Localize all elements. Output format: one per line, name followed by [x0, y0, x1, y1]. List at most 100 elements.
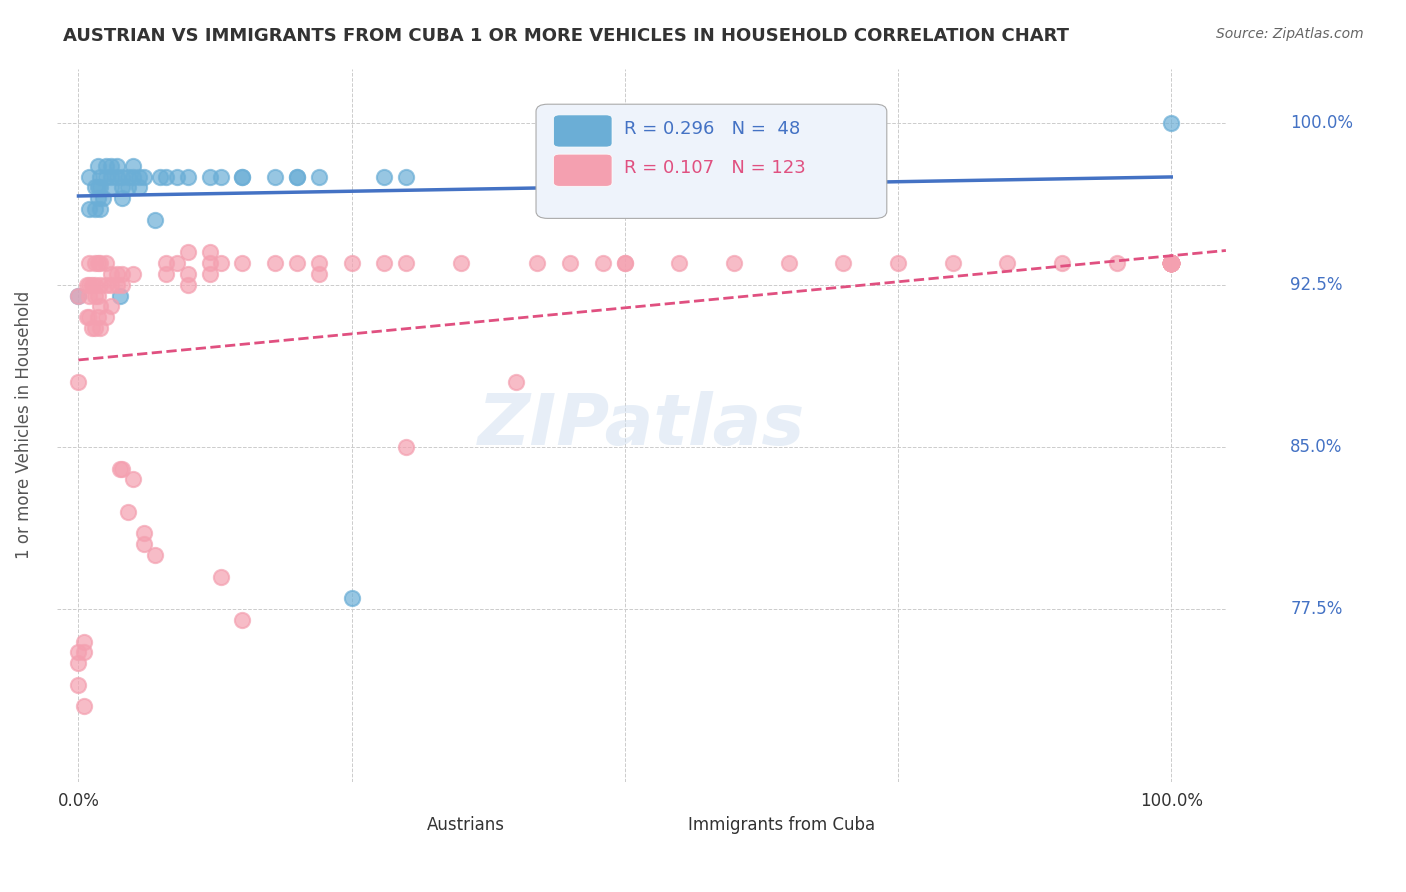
- Point: [613, 169, 636, 184]
- Text: AUSTRIAN VS IMMIGRANTS FROM CUBA 1 OR MORE VEHICLES IN HOUSEHOLD CORRELATION CHA: AUSTRIAN VS IMMIGRANTS FROM CUBA 1 OR MO…: [63, 27, 1070, 45]
- Point: [80, 321, 103, 335]
- Point: [100, 277, 122, 292]
- Point: [395, 256, 418, 270]
- Point: [105, 277, 128, 292]
- Point: [1160, 256, 1182, 270]
- Point: [177, 277, 200, 292]
- Point: [209, 169, 232, 184]
- Point: [340, 256, 363, 270]
- Text: Austrians: Austrians: [427, 816, 505, 834]
- Point: [1160, 256, 1182, 270]
- Point: [67, 288, 90, 302]
- Point: [1160, 256, 1182, 270]
- Point: [1160, 256, 1182, 270]
- Point: [1160, 256, 1182, 270]
- Point: [76, 277, 98, 292]
- Point: [117, 505, 139, 519]
- Point: [83, 288, 105, 302]
- Point: [79, 288, 101, 302]
- Text: R = 0.296   N =  48: R = 0.296 N = 48: [624, 120, 800, 138]
- Point: [105, 169, 128, 184]
- Point: [231, 169, 253, 184]
- Point: [67, 678, 90, 692]
- Point: [100, 300, 122, 314]
- Point: [149, 169, 172, 184]
- Point: [111, 169, 134, 184]
- Point: [155, 169, 177, 184]
- Point: [166, 169, 188, 184]
- Point: [668, 256, 690, 270]
- Point: [1160, 256, 1182, 270]
- Point: [117, 180, 139, 194]
- FancyBboxPatch shape: [554, 154, 612, 186]
- Point: [613, 256, 636, 270]
- Point: [108, 461, 131, 475]
- Point: [1160, 256, 1182, 270]
- Point: [108, 288, 131, 302]
- Point: [1160, 256, 1182, 270]
- Point: [308, 267, 330, 281]
- Point: [79, 277, 101, 292]
- Point: [177, 245, 200, 260]
- Point: [177, 267, 200, 281]
- Point: [143, 548, 166, 562]
- Text: R = 0.107   N = 123: R = 0.107 N = 123: [624, 160, 806, 178]
- Point: [132, 537, 155, 551]
- Text: Source: ZipAtlas.com: Source: ZipAtlas.com: [1216, 27, 1364, 41]
- Point: [1160, 256, 1182, 270]
- Point: [100, 159, 122, 173]
- Point: [1160, 256, 1182, 270]
- Point: [91, 191, 114, 205]
- Point: [155, 256, 177, 270]
- Point: [1050, 256, 1073, 270]
- Point: [285, 169, 308, 184]
- Point: [76, 310, 98, 325]
- Point: [83, 180, 105, 194]
- Point: [231, 256, 253, 270]
- Point: [89, 256, 111, 270]
- Point: [1160, 256, 1182, 270]
- Point: [94, 159, 117, 173]
- Point: [94, 169, 117, 184]
- Point: [1160, 256, 1182, 270]
- Point: [1160, 256, 1182, 270]
- Point: [308, 256, 330, 270]
- Point: [89, 202, 111, 216]
- Point: [1160, 256, 1182, 270]
- Point: [942, 256, 965, 270]
- Point: [285, 169, 308, 184]
- Point: [1160, 256, 1182, 270]
- Point: [128, 169, 150, 184]
- Point: [526, 256, 548, 270]
- Point: [100, 267, 122, 281]
- FancyBboxPatch shape: [346, 812, 399, 838]
- Point: [87, 159, 110, 173]
- Point: [395, 440, 418, 454]
- Point: [67, 288, 90, 302]
- Point: [592, 256, 614, 270]
- Point: [1160, 256, 1182, 270]
- Point: [122, 169, 145, 184]
- Point: [1160, 256, 1182, 270]
- Point: [995, 256, 1018, 270]
- Text: 100.0%: 100.0%: [1291, 113, 1353, 132]
- Point: [1160, 256, 1182, 270]
- Point: [83, 202, 105, 216]
- Point: [1160, 256, 1182, 270]
- Point: [67, 375, 90, 389]
- Text: 92.5%: 92.5%: [1291, 276, 1343, 293]
- Text: ZIPatlas: ZIPatlas: [478, 391, 806, 460]
- Point: [1160, 256, 1182, 270]
- Point: [79, 310, 101, 325]
- Point: [1160, 256, 1182, 270]
- Point: [231, 169, 253, 184]
- Point: [111, 267, 134, 281]
- Point: [285, 256, 308, 270]
- Point: [1160, 256, 1182, 270]
- Point: [1160, 256, 1182, 270]
- Point: [155, 267, 177, 281]
- Point: [209, 256, 232, 270]
- Point: [832, 256, 855, 270]
- Point: [87, 256, 110, 270]
- Point: [198, 245, 221, 260]
